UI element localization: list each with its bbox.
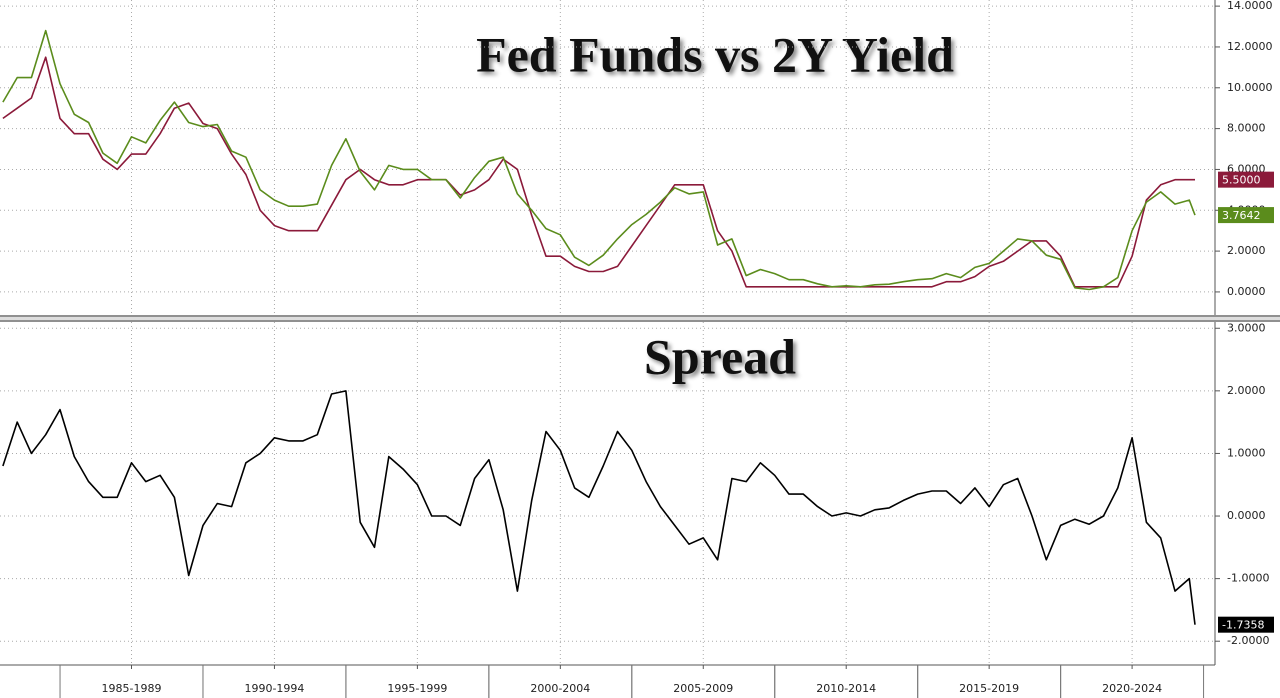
x-tick-label: 2010-2014 xyxy=(816,682,876,695)
x-tick-label: 2000-2004 xyxy=(530,682,590,695)
y-tick-label: -1.0000 xyxy=(1227,572,1269,585)
y-tick-label: 8.0000 xyxy=(1227,122,1266,135)
chart-title: Spread xyxy=(644,328,796,384)
x-tick-label: 2020-2024 xyxy=(1102,682,1162,695)
end-label-box xyxy=(1218,616,1274,633)
end-label: 5.5000 xyxy=(1222,174,1261,187)
y-tick-label: 2.0000 xyxy=(1227,384,1266,397)
y-tick-label: 12.0000 xyxy=(1227,40,1273,53)
y-tick-label: 0.0000 xyxy=(1227,285,1266,298)
panel-divider xyxy=(0,315,1280,322)
x-tick-label: 1990-1994 xyxy=(244,682,304,695)
end-label-box xyxy=(1218,171,1274,188)
y-tick-label: -2.0000 xyxy=(1227,634,1269,647)
y-tick-label: 2.0000 xyxy=(1227,244,1266,257)
y-tick-label: 0.0000 xyxy=(1227,509,1266,522)
x-tick-label: 2005-2009 xyxy=(673,682,733,695)
y-tick-label: 10.0000 xyxy=(1227,81,1273,94)
y-tick-label: 3.0000 xyxy=(1227,321,1266,334)
chart-title: Fed Funds vs 2Y Yield xyxy=(476,26,954,82)
x-tick-label: 2015-2019 xyxy=(959,682,1019,695)
series-line xyxy=(2,29,1196,291)
series-line xyxy=(2,56,1195,288)
series-line xyxy=(2,390,1196,625)
end-label: 3.7642 xyxy=(1222,209,1261,222)
end-label-box xyxy=(1218,207,1274,224)
y-tick-label: 1.0000 xyxy=(1227,446,1266,459)
x-tick-label: 1995-1999 xyxy=(387,682,447,695)
x-tick-label: 1985-1989 xyxy=(102,682,162,695)
end-label: -1.7358 xyxy=(1222,619,1264,632)
y-tick-label: 14.0000 xyxy=(1227,0,1273,12)
